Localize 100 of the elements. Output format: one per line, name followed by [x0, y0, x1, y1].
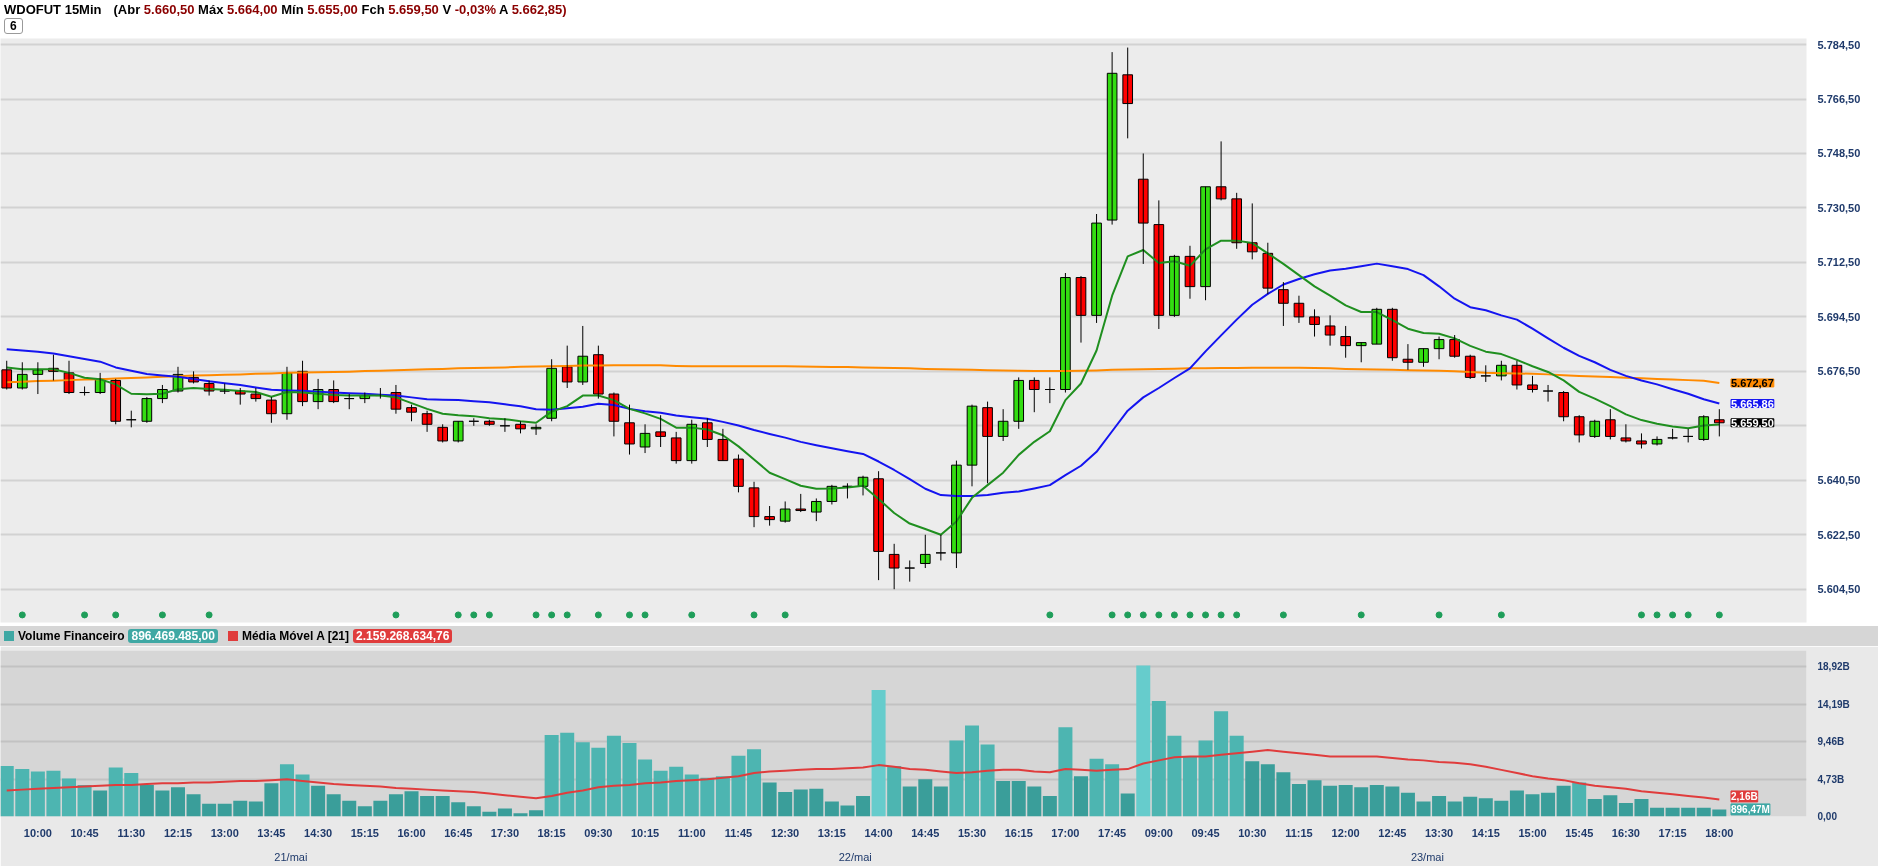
bar [1650, 807, 1665, 817]
candlestick [593, 345, 604, 400]
candlestick [1605, 408, 1616, 440]
candlestick [1636, 432, 1647, 450]
bar [1042, 795, 1057, 817]
candlestick [1682, 428, 1694, 443]
candlestick [1667, 428, 1678, 440]
text: 896,47M [1730, 803, 1770, 815]
x-tick-label: 17:15 [1658, 826, 1687, 839]
candlestick [873, 470, 884, 581]
candlestick [888, 543, 900, 590]
x-tick-label: 16:15 [1004, 826, 1033, 839]
candlestick [935, 534, 947, 561]
x-tick-label: 15:45 [1565, 826, 1594, 839]
x-tick-label: 16:30 [1611, 826, 1640, 839]
bar [996, 780, 1011, 817]
candlestick [982, 401, 993, 484]
x-tick-label: 14:30 [304, 826, 333, 839]
x-tick-label: 15:00 [1518, 826, 1547, 839]
x-tick-label: 12:15 [163, 826, 193, 839]
text: 5.659,50 [1730, 416, 1774, 429]
x-tick-label: 13:45 [257, 826, 286, 839]
bar [295, 774, 310, 817]
candlestick [219, 382, 231, 395]
candlestick [1713, 408, 1725, 437]
candlestick [1278, 281, 1289, 327]
candlestick [624, 404, 635, 456]
candlestick [1044, 376, 1056, 404]
candlestick [1589, 419, 1601, 439]
candlestick [468, 417, 480, 427]
candlestick [795, 493, 807, 513]
x-tick-label: 15:15 [350, 826, 379, 839]
x-tick-label: 17:30 [490, 826, 520, 839]
candlestick [779, 500, 791, 524]
candlestick [1091, 213, 1102, 324]
candlestick [79, 385, 90, 397]
y-tick-label: 5.676,50 [1817, 365, 1861, 378]
candlestick [764, 505, 775, 527]
data-label: 5.665,86 [1730, 397, 1774, 410]
bar [170, 787, 185, 817]
text: 22/mai [838, 850, 872, 863]
line-series [5, 262, 1721, 498]
candlestick [266, 396, 277, 424]
x-tick-label: 11:00 [678, 826, 706, 839]
candlestick [1558, 390, 1569, 422]
data-label: 2,16B [1730, 790, 1758, 802]
bar [1291, 784, 1306, 817]
candlestick [1542, 384, 1554, 403]
candlestick [919, 534, 931, 569]
x-tick-label: 11:30 [117, 826, 146, 839]
y-tick-label: 5.694,50 [1817, 310, 1861, 323]
x-tick-label: 11:15 [1285, 826, 1313, 839]
x-tick-label: 15:30 [957, 826, 987, 839]
candlestick [1169, 254, 1180, 318]
candlestick [1137, 152, 1149, 265]
candlestick [904, 559, 916, 583]
bar [1058, 727, 1073, 817]
bar [933, 786, 948, 817]
x-tick-label: 10:30 [1238, 826, 1267, 839]
bar [1245, 761, 1260, 817]
y-tick-label: 5.712,50 [1817, 256, 1861, 269]
y-tick-label: 9,46B [1817, 736, 1845, 748]
y-tick-label: 14,19B [1817, 698, 1850, 710]
candlestick [437, 423, 448, 443]
bar [279, 764, 294, 817]
candlestick [1340, 325, 1351, 359]
candlestick [733, 454, 744, 493]
candlestick [1418, 348, 1429, 368]
x-tick-label: 10:45 [70, 826, 99, 839]
y-tick-label: 5.766,50 [1817, 93, 1861, 106]
candlestick [125, 410, 137, 428]
bar [638, 759, 653, 817]
candlestick [1324, 314, 1336, 347]
legend-label: Média Móvel A [21] [241, 629, 350, 643]
bar [1572, 782, 1587, 817]
y-tick-label: 4,73B [1817, 773, 1845, 785]
y-tick-label: 5.730,50 [1817, 201, 1861, 214]
bar [1073, 776, 1088, 817]
text: 2.159.268.634,76 [353, 629, 453, 643]
legend-label: Volume Financeiro [18, 629, 125, 643]
x-tick-label: 14:00 [864, 826, 893, 839]
text: 6 [4, 18, 23, 34]
x-tick-label: 09:45 [1191, 826, 1220, 839]
x-tick-label: 12:30 [771, 826, 800, 839]
candlestick [1231, 192, 1242, 250]
x-tick-label: 18:15 [537, 826, 566, 839]
y-tick-label: 5.622,50 [1817, 528, 1861, 541]
x-tick-label: 11:45 [724, 826, 753, 839]
x-tick-label: 09:00 [1144, 826, 1173, 839]
text: 896.469.485,00 [128, 629, 218, 643]
bar [980, 744, 995, 817]
bar [77, 784, 92, 817]
y-tick-label: 5.604,50 [1817, 583, 1861, 596]
candlestick [1153, 199, 1165, 330]
candlestick [1355, 342, 1367, 363]
candlestick [343, 393, 355, 410]
bar [871, 690, 886, 817]
candlestick [1527, 375, 1538, 394]
candlestick [1573, 414, 1585, 443]
text: 23/mai [1410, 850, 1444, 863]
